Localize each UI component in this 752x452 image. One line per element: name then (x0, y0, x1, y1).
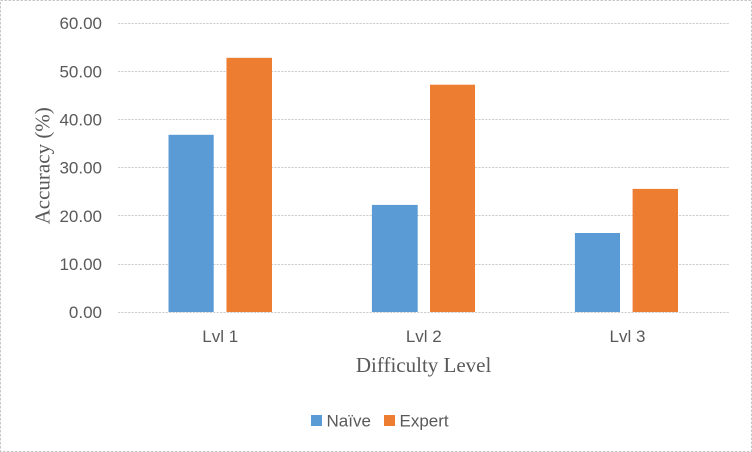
svg-text:50.00: 50.00 (59, 62, 102, 81)
svg-text:0.00: 0.00 (69, 303, 102, 322)
svg-text:Difficulty Level: Difficulty Level (356, 353, 492, 377)
svg-text:Lvl 1: Lvl 1 (202, 327, 238, 346)
svg-text:Naïve: Naïve (327, 411, 371, 430)
svg-text:Accuracy (%): Accuracy (%) (31, 107, 55, 224)
svg-text:10.00: 10.00 (59, 255, 102, 274)
svg-text:Lvl 2: Lvl 2 (406, 327, 442, 346)
svg-text:Expert: Expert (400, 411, 449, 430)
svg-text:Lvl 3: Lvl 3 (610, 327, 646, 346)
svg-text:60.00: 60.00 (59, 14, 102, 33)
svg-text:40.00: 40.00 (59, 111, 102, 130)
svg-text:30.00: 30.00 (59, 159, 102, 178)
svg-text:20.00: 20.00 (59, 207, 102, 226)
